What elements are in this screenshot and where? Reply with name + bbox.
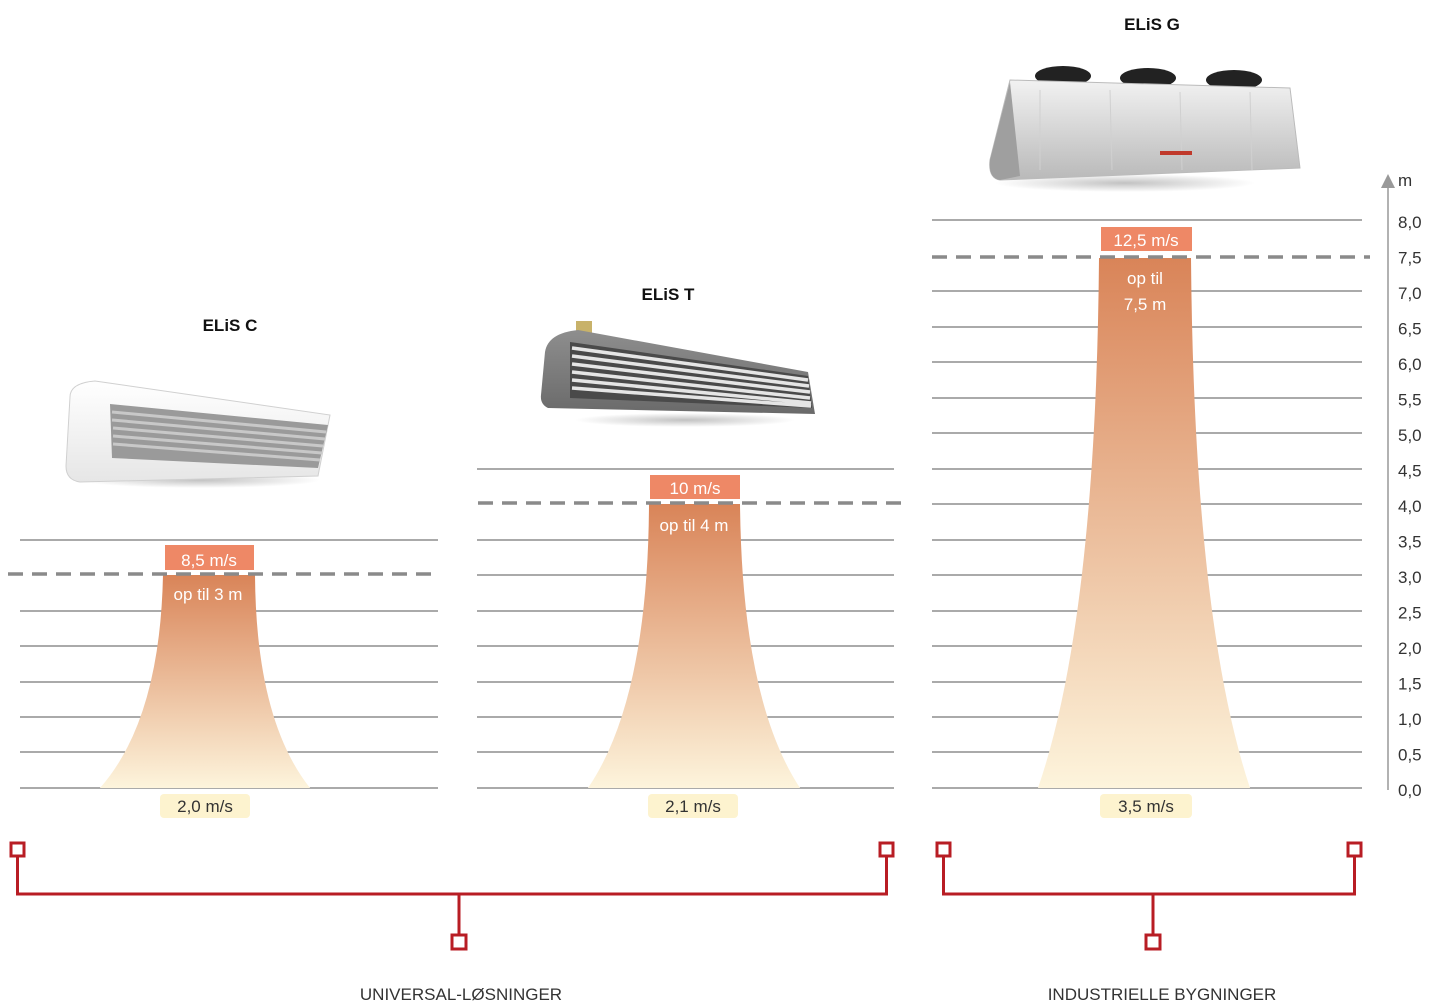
- scale-label: 4,5: [1398, 462, 1422, 481]
- air-plume-elis-t: [588, 504, 800, 788]
- product-title-elis-g: ELiS G: [1124, 15, 1180, 34]
- product-title-elis-t: ELiS T: [642, 285, 696, 304]
- scale-label: 6,5: [1398, 320, 1422, 339]
- scale-label: 8,0: [1398, 213, 1422, 232]
- air-plume-elis-c: [100, 575, 310, 788]
- scale-label: 2,0: [1398, 639, 1422, 658]
- base-label-elis-c: 2,0 m/s: [177, 797, 233, 816]
- air-curtain-grey-icon: [540, 321, 815, 427]
- base-badge-elis-c: [160, 794, 250, 818]
- bracket-universal: [9, 841, 895, 951]
- group-label-universal: UNIVERSAL-LØSNINGER: [360, 985, 562, 1003]
- scale-label: 5,5: [1398, 391, 1422, 410]
- group-label-industrial: INDUSTRIELLE BYGNINGER: [1048, 985, 1277, 1003]
- reach-label-elis-t: op til 4 m: [660, 516, 729, 535]
- reach-label-elis-g: op til 7,5 m: [1124, 269, 1167, 314]
- scale-axis-arrow-icon: [1381, 174, 1395, 188]
- velocity-label-elis-c: 8,5 m/s: [181, 551, 237, 570]
- base-label-elis-t: 2,1 m/s: [665, 797, 721, 816]
- scale-label: 5,0: [1398, 426, 1422, 445]
- scale-label: 7,0: [1398, 284, 1422, 303]
- velocity-label-elis-t: 10 m/s: [669, 479, 720, 498]
- air-plume-elis-g: [1038, 258, 1250, 788]
- scale-label: 1,0: [1398, 710, 1422, 729]
- base-badge-elis-t: [648, 794, 738, 818]
- velocity-label-elis-g: 12,5 m/s: [1113, 231, 1178, 250]
- scale-label: 0,0: [1398, 781, 1422, 800]
- product-title-elis-c: ELiS C: [203, 316, 258, 335]
- scale-label: 6,0: [1398, 355, 1422, 374]
- air-curtain-industrial-icon: [989, 66, 1301, 192]
- velocity-badge-elis-g: [1101, 227, 1192, 251]
- velocity-badge-elis-c: [165, 545, 254, 570]
- scale-labels: 0,0 0,5 1,0 1,5 2,0 2,5 3,0 3,5 4,0 4,5 5,0 5,5 6,0 6…: [1398, 213, 1422, 800]
- air-curtain-white-icon: [65, 380, 331, 488]
- scale-label: 2,5: [1398, 604, 1422, 623]
- scale-label: 3,5: [1398, 533, 1422, 552]
- base-badge-elis-g: [1100, 794, 1192, 818]
- bracket-industrial: [935, 841, 1363, 951]
- scale-label: 0,5: [1398, 746, 1422, 765]
- scale-label: 3,0: [1398, 568, 1422, 587]
- base-label-elis-g: 3,5 m/s: [1118, 797, 1174, 816]
- scale-label: 1,5: [1398, 675, 1422, 694]
- reach-label-elis-c: op til 3 m: [174, 585, 243, 604]
- scale-label: 4,0: [1398, 497, 1422, 516]
- scale-label: 7,5: [1398, 249, 1422, 268]
- scale-unit: m: [1398, 171, 1412, 190]
- velocity-badge-elis-t: [650, 475, 740, 499]
